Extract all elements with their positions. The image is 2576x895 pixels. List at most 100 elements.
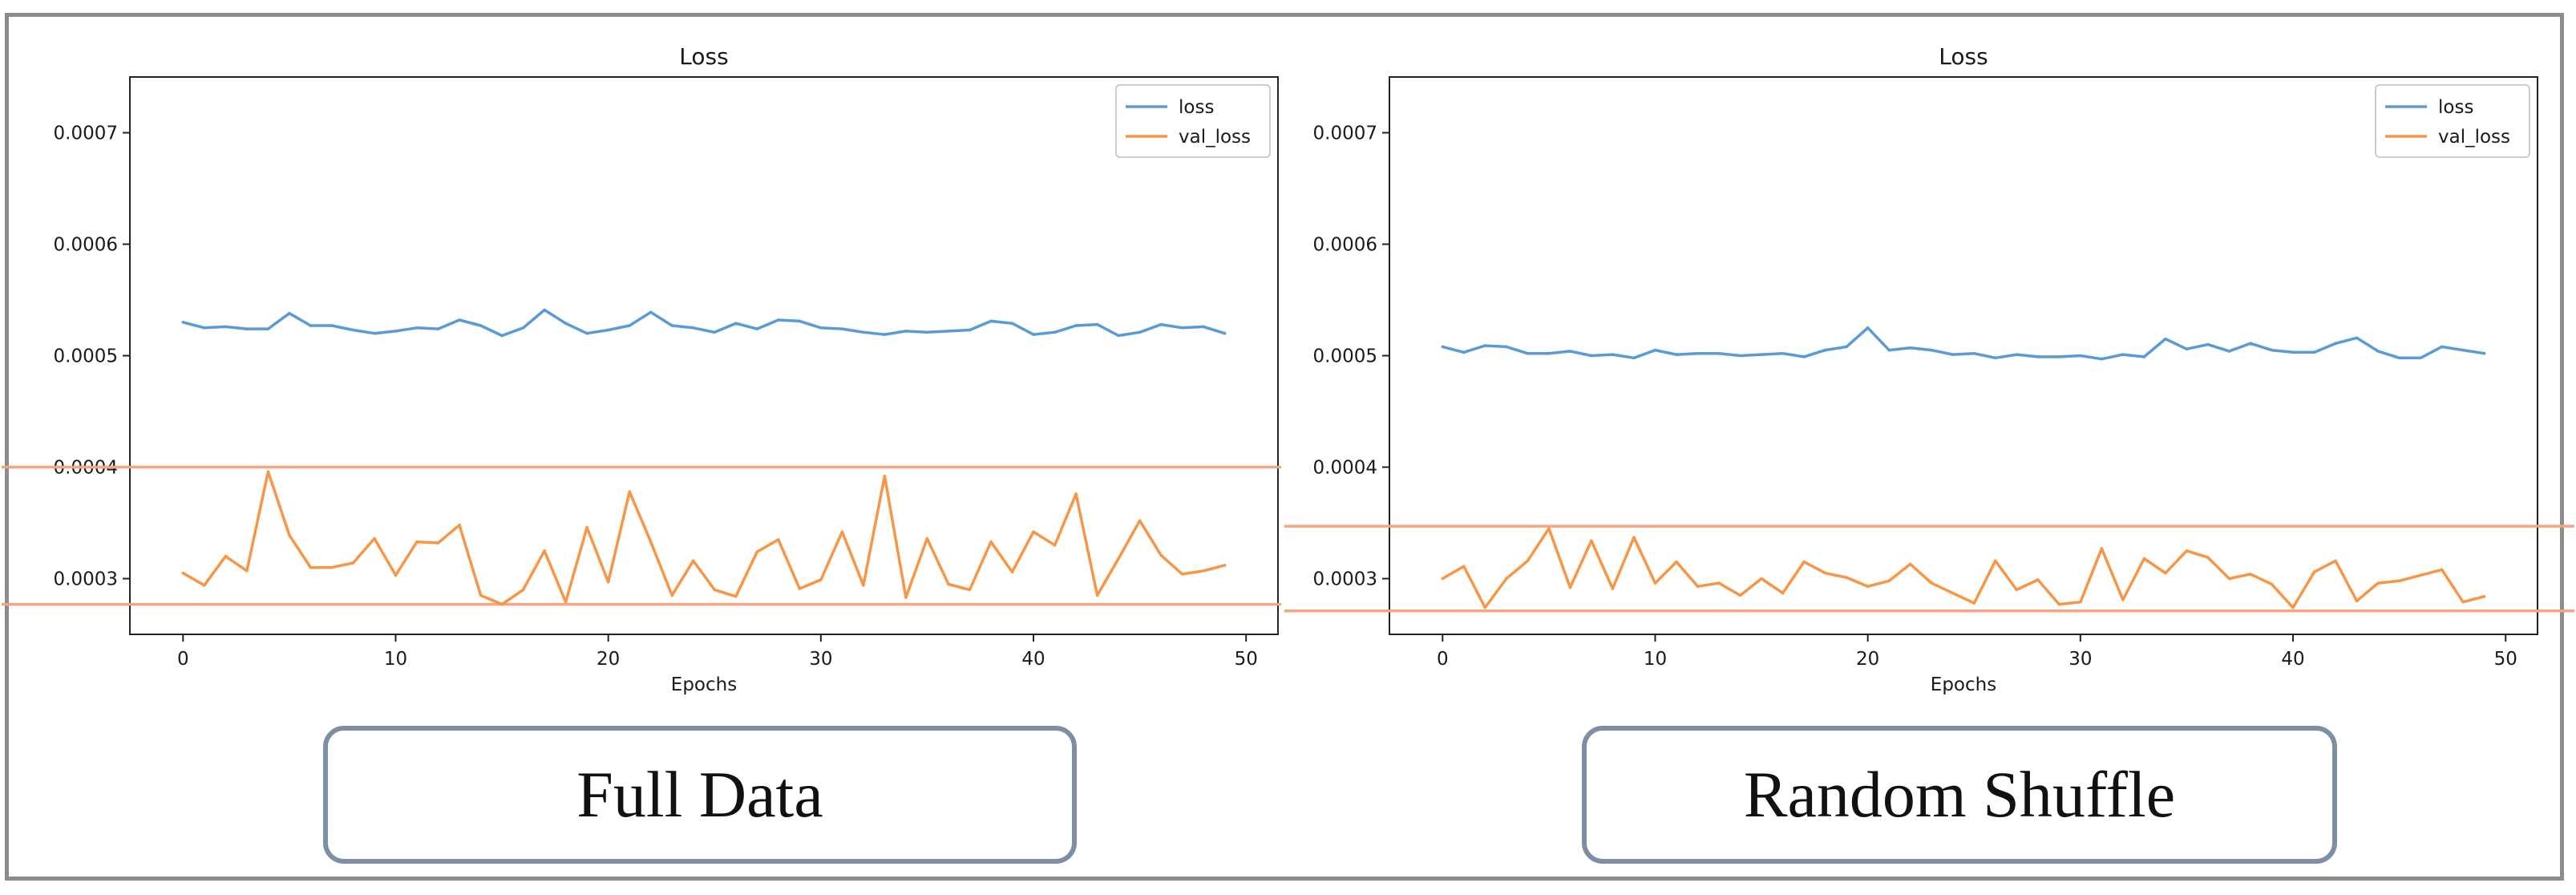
data-point-loss bbox=[628, 324, 631, 327]
data-point-val-loss bbox=[1010, 570, 1014, 573]
data-point-val-loss bbox=[1717, 581, 1721, 585]
data-point-loss bbox=[1053, 330, 1057, 334]
data-point-loss bbox=[330, 324, 334, 327]
data-point-loss bbox=[1526, 351, 1530, 355]
data-point-loss bbox=[734, 322, 738, 325]
series-line-val-loss bbox=[1442, 527, 2485, 609]
data-point-loss bbox=[649, 310, 653, 314]
data-point-val-loss bbox=[1117, 557, 1120, 561]
data-point-val-loss bbox=[1760, 577, 1763, 581]
data-point-val-loss bbox=[1653, 581, 1657, 585]
data-point-loss bbox=[1908, 346, 1912, 350]
data-point-val-loss bbox=[1526, 559, 1530, 563]
data-point-loss bbox=[2461, 348, 2465, 352]
data-point-loss bbox=[904, 330, 908, 333]
data-point-loss bbox=[925, 330, 929, 334]
data-point-loss bbox=[1138, 330, 1142, 334]
data-point-loss bbox=[947, 330, 950, 333]
data-point-val-loss bbox=[1053, 544, 1057, 547]
x-tick-label: 30 bbox=[809, 649, 832, 670]
data-point-val-loss bbox=[947, 582, 950, 586]
data-point-val-loss bbox=[2482, 594, 2486, 598]
data-point-loss bbox=[1845, 345, 1848, 349]
data-point-val-loss bbox=[989, 540, 993, 544]
data-point-loss bbox=[500, 334, 503, 338]
data-point-val-loss bbox=[628, 490, 631, 493]
data-point-loss bbox=[2015, 353, 2019, 356]
data-point-loss bbox=[1866, 326, 1870, 330]
data-point-loss bbox=[2227, 350, 2231, 353]
data-point-val-loss bbox=[2270, 582, 2274, 586]
data-point-val-loss bbox=[1180, 573, 1184, 576]
data-point-val-loss bbox=[1930, 581, 1934, 585]
data-point-val-loss bbox=[224, 554, 228, 558]
data-point-loss bbox=[2036, 355, 2040, 358]
data-point-loss bbox=[1632, 356, 1636, 360]
data-point-val-loss bbox=[734, 594, 738, 598]
data-point-val-loss bbox=[819, 578, 823, 581]
data-point-val-loss bbox=[1568, 585, 1572, 589]
data-point-loss bbox=[1010, 322, 1014, 325]
data-point-loss bbox=[2185, 347, 2189, 350]
y-tick-label: 0.0005 bbox=[54, 346, 118, 367]
data-point-loss bbox=[2249, 342, 2252, 346]
data-point-val-loss bbox=[2440, 568, 2444, 572]
data-point-loss bbox=[585, 331, 588, 335]
data-point-val-loss bbox=[1441, 577, 1445, 581]
data-point-loss bbox=[1717, 351, 1721, 355]
data-point-val-loss bbox=[458, 523, 461, 527]
data-point-val-loss bbox=[351, 561, 355, 565]
data-point-val-loss bbox=[479, 593, 483, 597]
data-point-val-loss bbox=[606, 580, 610, 584]
data-point-loss bbox=[1951, 353, 1955, 356]
data-point-val-loss bbox=[777, 538, 780, 541]
data-point-val-loss bbox=[2461, 600, 2465, 604]
x-tick-label: 30 bbox=[2068, 649, 2092, 670]
data-point-val-loss bbox=[1845, 576, 1848, 579]
data-point-val-loss bbox=[1908, 562, 1912, 566]
x-tick-label: 50 bbox=[2494, 649, 2517, 670]
data-point-val-loss bbox=[2121, 598, 2125, 601]
data-point-loss bbox=[1696, 351, 1700, 355]
data-point-val-loss bbox=[1505, 577, 1508, 581]
data-point-val-loss bbox=[691, 559, 695, 563]
data-point-val-loss bbox=[181, 571, 185, 575]
data-point-val-loss bbox=[1781, 591, 1785, 595]
data-point-loss bbox=[883, 333, 887, 336]
data-point-loss bbox=[521, 326, 525, 330]
data-point-val-loss bbox=[266, 470, 270, 473]
data-point-loss bbox=[2440, 345, 2444, 349]
data-point-loss bbox=[1823, 348, 1827, 352]
y-tick-label: 0.0007 bbox=[1313, 124, 1377, 144]
data-point-loss bbox=[394, 330, 398, 333]
data-point-val-loss bbox=[1547, 527, 1551, 530]
x-tick-label: 0 bbox=[1437, 649, 1449, 670]
data-point-loss bbox=[2376, 350, 2380, 353]
data-point-loss bbox=[1117, 334, 1120, 338]
data-point-loss bbox=[1930, 348, 1934, 352]
data-point-val-loss bbox=[1483, 605, 1487, 609]
data-point-loss bbox=[1738, 354, 1742, 358]
data-point-val-loss bbox=[2227, 577, 2231, 581]
data-point-val-loss bbox=[1675, 560, 1678, 564]
plot-area-frame bbox=[129, 76, 1279, 635]
data-point-loss bbox=[1483, 344, 1487, 347]
data-point-val-loss bbox=[500, 602, 503, 606]
legend-box bbox=[2375, 84, 2530, 158]
data-point-loss bbox=[606, 328, 610, 332]
x-tick-label: 40 bbox=[1021, 649, 1045, 670]
data-point-loss bbox=[1781, 351, 1785, 355]
data-point-val-loss bbox=[2334, 559, 2337, 563]
data-point-val-loss bbox=[1138, 519, 1142, 523]
data-point-val-loss bbox=[2185, 549, 2189, 553]
data-point-loss bbox=[1032, 333, 1035, 336]
data-point-loss bbox=[968, 328, 972, 332]
data-point-val-loss bbox=[2142, 557, 2146, 561]
data-point-val-loss bbox=[521, 588, 525, 592]
series-line-val-loss bbox=[182, 470, 1226, 606]
data-point-loss bbox=[2164, 337, 2167, 341]
data-point-val-loss bbox=[2376, 581, 2380, 585]
data-point-val-loss bbox=[1074, 492, 1078, 496]
data-point-val-loss bbox=[2100, 547, 2104, 550]
data-point-loss bbox=[798, 319, 802, 323]
